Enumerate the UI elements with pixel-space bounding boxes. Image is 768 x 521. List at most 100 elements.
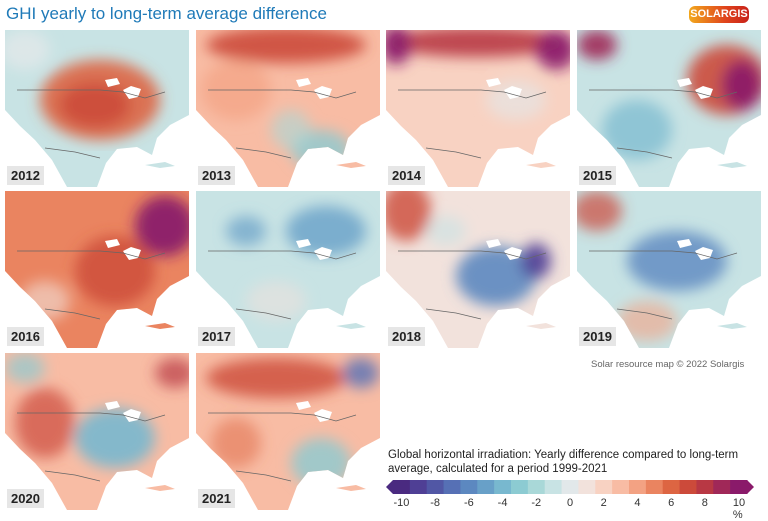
caribbean-islands [145,323,175,329]
anomaly-region [211,418,261,468]
anomaly-region [135,196,189,256]
border-line [235,470,292,482]
year-label: 2013 [198,166,235,185]
border-line [616,308,673,320]
legend-tick: 6 [668,497,675,509]
caribbean-islands [336,323,366,329]
legend-tick: 2 [600,497,607,509]
anomaly-region [5,30,50,70]
legend-tick: -8 [430,497,441,509]
great-lakes [105,401,141,422]
north-america-map [196,191,380,348]
anomaly-region [627,231,727,291]
anomaly-region [20,281,70,321]
anomaly-region [75,236,155,306]
year-label: 2014 [388,166,425,185]
great-lakes [105,239,141,260]
anomaly-region [206,30,366,63]
year-label: 2020 [7,489,44,508]
north-america-map [196,353,380,510]
great-lakes [105,78,141,99]
legend-swatch [578,480,596,494]
great-lakes [296,239,332,260]
legend-tick: -6 [463,497,474,509]
page-title: GHI yearly to long-term average differen… [6,4,327,23]
border-line [44,470,101,482]
legend-tick: 8 [701,497,708,509]
year-label: 2017 [198,327,235,346]
legend-swatch [477,480,495,494]
anomaly-region [602,100,672,160]
north-america-map [5,353,189,510]
border-line [208,412,357,422]
caribbean-islands [526,162,556,168]
legend-swatch [629,480,647,494]
anomaly-region [155,358,189,388]
legend-swatch [730,480,748,494]
anomaly-region [75,408,155,468]
legend-tick: 0 [566,497,574,509]
legend-swatch [544,480,563,494]
map-panel-2021: 2021 [196,353,380,510]
border-line [17,412,166,422]
legend-swatch [612,480,630,494]
solargis-logo: SOLARGIS [689,6,749,23]
border-line [589,250,738,260]
north-america-map [577,191,761,348]
legend-swatch [595,480,613,494]
legend-swatch [645,480,664,494]
legend-swatch [713,480,731,494]
border-line [208,250,357,260]
map-panel-2012: 2012 [5,30,189,187]
great-lakes [296,78,332,99]
legend-swatch [494,480,512,494]
anomaly-region [271,110,311,150]
great-lakes [296,401,332,422]
anomaly-region [617,301,677,341]
anomaly-region [5,353,45,383]
anomaly-region [577,30,617,60]
legend-swatch [409,480,428,494]
caribbean-islands [145,162,175,168]
anomaly-region [521,243,551,279]
anomaly-region [722,60,761,110]
legend-arrow-high [747,480,754,494]
north-america-map [5,30,189,187]
legend-swatch [662,480,681,494]
border-line [589,89,738,99]
border-line [425,147,482,159]
anomaly-region [486,80,546,120]
legend-swatch [696,480,714,494]
legend-swatch [527,480,546,494]
anomaly-region [60,83,130,127]
anomaly-region [577,191,622,231]
legend-swatch [561,480,579,494]
border-line [44,147,101,159]
caribbean-islands [336,485,366,491]
legend-swatch [511,480,529,494]
anomaly-region [206,358,346,398]
anomaly-region [386,30,411,65]
caribbean-islands [526,323,556,329]
anomaly-region [291,438,351,488]
border-line [235,147,292,159]
border-line [398,250,547,260]
caribbean-islands [717,162,747,168]
map-panel-2013: 2013 [196,30,380,187]
year-label: 2019 [579,327,616,346]
legend-swatch [443,480,461,494]
border-line [398,89,547,99]
great-lakes [486,239,522,260]
legend-tick: -10 [393,497,410,509]
caribbean-islands [717,323,747,329]
map-panel-2017: 2017 [196,191,380,348]
border-line [208,89,357,99]
north-america-map [386,191,570,348]
map-panel-2014: 2014 [386,30,570,187]
north-america-map [577,30,761,187]
map-panel-2015: 2015 [577,30,761,187]
year-label: 2021 [198,489,235,508]
anomaly-region [15,388,75,458]
anomaly-region [246,281,306,321]
year-label: 2016 [7,327,44,346]
